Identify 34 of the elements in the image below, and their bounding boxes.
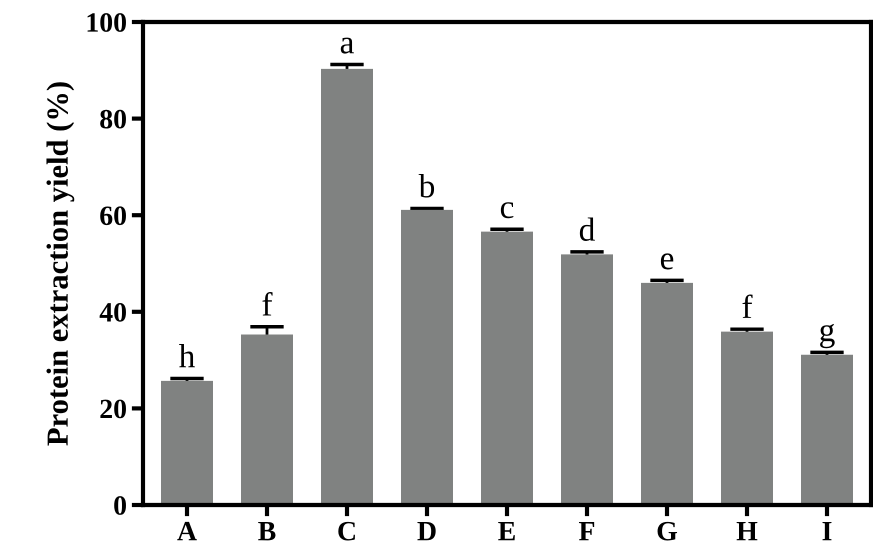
bar	[161, 380, 213, 505]
bar	[721, 332, 773, 505]
annotation: f	[742, 294, 753, 318]
x-tick-label: D	[417, 522, 436, 540]
bar	[481, 232, 533, 505]
x-tick-label: G	[658, 522, 678, 541]
y-tick-label: 80	[100, 110, 126, 129]
bar	[641, 282, 693, 505]
x-tick-label: H	[736, 522, 758, 540]
annotation: e	[660, 253, 674, 270]
y-tick-label: 40	[100, 302, 126, 322]
bar	[241, 334, 293, 505]
bar	[321, 68, 373, 505]
y-axis-title: Protein extraction yield (%)	[46, 82, 74, 446]
x-tick-label: B	[258, 522, 276, 540]
x-tick-label: E	[498, 522, 515, 540]
y-tick-label: 20	[100, 400, 126, 418]
x-tick-label: F	[578, 522, 594, 540]
bar	[401, 210, 453, 505]
bar	[561, 254, 613, 505]
annotation: d	[580, 218, 595, 241]
annotation: h	[178, 344, 195, 368]
y-tick-label: 0	[114, 496, 126, 515]
y-tick-label: 60	[100, 206, 126, 226]
annotation: c	[500, 202, 514, 218]
x-tick-label: C	[338, 522, 355, 541]
x-tick-label: A	[177, 522, 197, 540]
annotation: b	[418, 174, 434, 198]
annotation: a	[340, 38, 354, 54]
bar	[801, 354, 853, 505]
annotation: g	[820, 324, 835, 348]
y-tick-label: 100	[88, 13, 126, 32]
annotation: f	[262, 292, 273, 316]
x-tick-label: I	[822, 522, 832, 540]
